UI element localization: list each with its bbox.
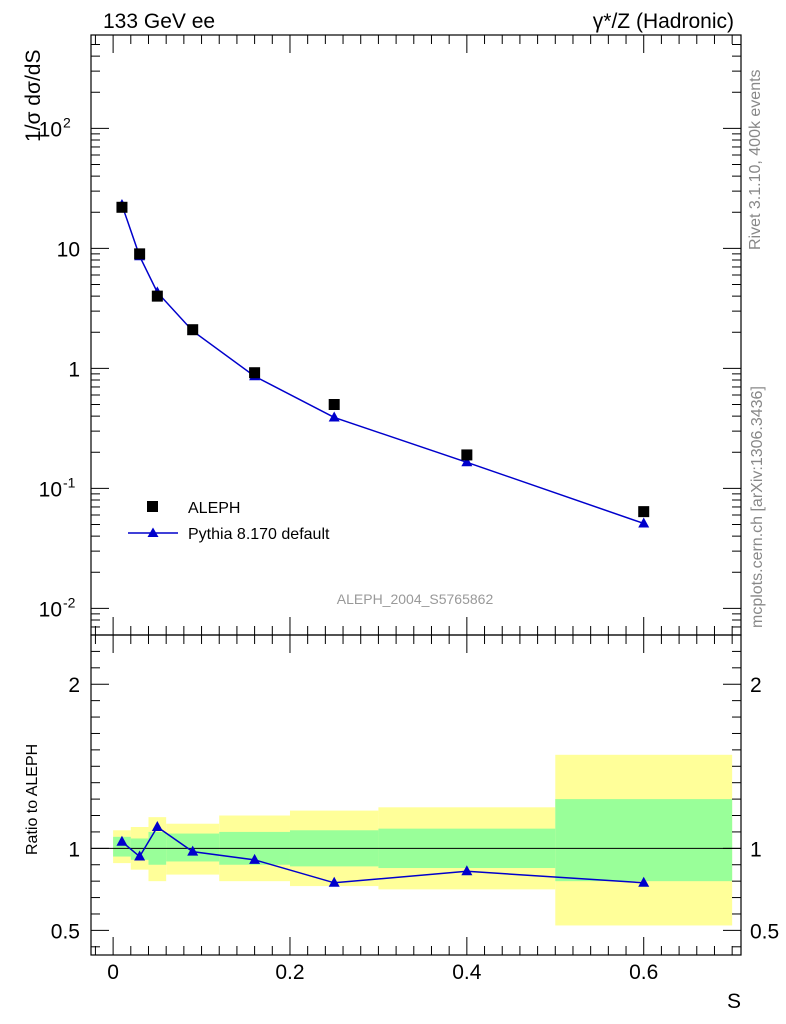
- side-label-bottom: mcplots.cern.ch [arXiv:1306.3436]: [749, 386, 766, 628]
- data-point: [249, 367, 261, 379]
- y-tick-label-exponent: 2: [63, 114, 71, 130]
- legend-mc-marker: [147, 527, 159, 537]
- y-tick-label: 1: [68, 358, 80, 381]
- legend: ALEPH Pythia 8.170 default: [128, 500, 330, 543]
- ratio-point: [134, 850, 146, 861]
- mc-point: [328, 411, 340, 422]
- ratio-point: [151, 821, 163, 831]
- data-point: [187, 324, 199, 336]
- ratio-point: [187, 845, 199, 856]
- x-tick-label: 0.2: [275, 961, 304, 984]
- ratio-point: [638, 876, 650, 887]
- ratio-y-tick-label-right: 0.5: [750, 920, 779, 943]
- ratio-point: [249, 853, 261, 864]
- data-point: [151, 290, 163, 302]
- band-inner-0: [113, 836, 131, 857]
- ratio-line: [121, 825, 644, 884]
- legend-data-marker: [147, 501, 158, 512]
- x-tick-label: 0.4: [452, 961, 482, 984]
- ratio-point: [461, 865, 473, 876]
- panel-frames: [90, 34, 742, 956]
- ratio-y-tick-label: 2: [68, 674, 80, 697]
- top-panel-series: [116, 198, 650, 528]
- data-point: [134, 248, 146, 260]
- top-panel-ylabel: 1/σ dσ/dS: [22, 50, 45, 142]
- y-tick-label: 10: [39, 598, 62, 621]
- ratio-point: [328, 876, 340, 887]
- bottom-panel-frame: [90, 634, 742, 956]
- data-point: [328, 399, 340, 411]
- mc-point: [461, 456, 473, 467]
- y-tick-label: 10: [39, 118, 62, 141]
- band-inner-7: [555, 799, 733, 882]
- ratio-y-tick-label-right: 2: [750, 674, 762, 697]
- mc-point: [638, 517, 650, 528]
- band-inner-1: [130, 838, 149, 860]
- header-right-title: γ*/Z (Hadronic): [593, 10, 734, 33]
- y-tick-label: 10: [39, 478, 62, 501]
- x-tick-label: 0.6: [629, 961, 658, 984]
- y-tick-label-exponent: -2: [63, 594, 76, 610]
- bottom-panel-ylabel: Ratio to ALEPH: [24, 744, 41, 855]
- data-point: [638, 506, 650, 518]
- data-point: [116, 201, 128, 213]
- legend-data-label: ALEPH: [188, 500, 240, 517]
- y-tick-label-exponent: -1: [63, 474, 76, 490]
- axis-ticks: [91, 34, 741, 955]
- y-tick-label: 10: [57, 238, 80, 261]
- mc-line: [121, 204, 644, 525]
- ratio-y-tick-label-right: 1: [750, 838, 762, 861]
- header-left-title: 133 GeV ee: [103, 10, 215, 33]
- ratio-y-tick-label: 1: [68, 838, 80, 861]
- ratio-panel-series: [116, 821, 650, 887]
- legend-mc-label: Pythia 8.170 default: [188, 526, 330, 543]
- ratio-uncertainty-bands: [113, 754, 733, 926]
- ratio-point: [116, 835, 128, 846]
- watermark-analysis: ALEPH_2004_S5765862: [337, 591, 494, 607]
- x-tick-label: 0: [107, 961, 119, 984]
- x-axis-title: S: [727, 990, 741, 1013]
- side-label-top: Rivet 3.1.10, 400k events: [747, 69, 764, 250]
- ratio-y-tick-label: 0.5: [51, 920, 80, 943]
- data-point: [461, 449, 473, 461]
